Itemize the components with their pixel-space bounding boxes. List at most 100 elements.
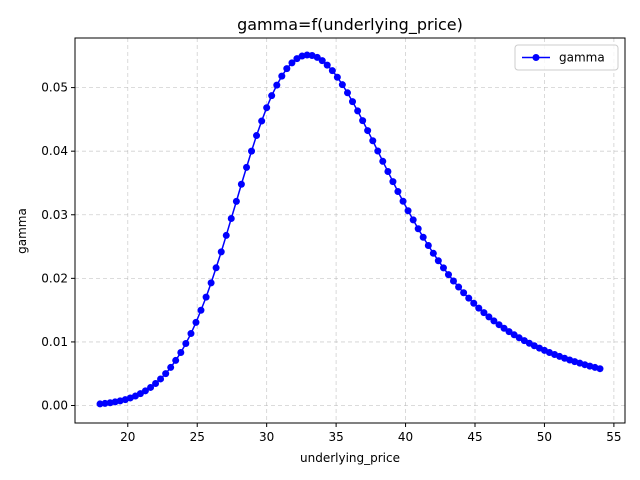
- data-point: [202, 293, 210, 301]
- x-tick-label: 45: [467, 430, 482, 444]
- chart-title: gamma=f(underlying_price): [237, 15, 463, 35]
- y-tick-label: 0.01: [41, 335, 68, 349]
- data-point: [232, 197, 240, 205]
- data-point: [147, 383, 155, 391]
- data-point: [162, 370, 170, 378]
- data-point: [354, 107, 362, 115]
- series-layer: [96, 51, 604, 408]
- data-point: [384, 168, 392, 176]
- data-point: [434, 257, 442, 265]
- data-point: [273, 81, 281, 89]
- data-point: [237, 180, 245, 188]
- legend-box: [514, 44, 619, 71]
- data-point: [394, 188, 402, 196]
- y-tick-label: 0.03: [41, 208, 68, 222]
- y-tick-label: 0.02: [41, 271, 68, 285]
- data-point: [227, 215, 235, 223]
- data-point: [470, 299, 478, 307]
- data-point: [141, 387, 149, 395]
- data-point: [505, 328, 513, 336]
- x-tick-label: 20: [120, 430, 135, 444]
- data-point: [303, 51, 311, 59]
- x-tick-label: 40: [398, 430, 413, 444]
- data-point: [455, 283, 463, 291]
- y-axis-ticks: 0.00 0.01 0.02 0.03 0.04 0.05: [41, 81, 75, 413]
- x-tick-label: 30: [259, 430, 274, 444]
- data-point: [444, 271, 452, 279]
- data-point: [424, 241, 432, 249]
- data-point: [364, 127, 372, 135]
- plot-area-frame: [74, 37, 626, 424]
- data-point: [177, 348, 185, 356]
- data-point: [379, 157, 387, 165]
- data-point: [338, 81, 346, 89]
- legend-marker: [532, 54, 540, 61]
- y-tick-label: 0.04: [41, 144, 68, 158]
- legend: gamma: [514, 44, 619, 71]
- data-point: [248, 147, 256, 155]
- data-point: [222, 231, 230, 239]
- data-point: [596, 365, 604, 373]
- x-tick-label: 50: [537, 430, 552, 444]
- data-point: [212, 264, 220, 272]
- data-point: [399, 197, 407, 205]
- data-point: [485, 313, 493, 321]
- data-point: [419, 233, 427, 241]
- data-point: [409, 216, 417, 224]
- data-point: [263, 104, 271, 112]
- x-tick-label: 55: [606, 430, 621, 444]
- data-point: [101, 399, 109, 407]
- data-point: [359, 117, 367, 125]
- data-point: [495, 321, 503, 329]
- data-point: [258, 117, 266, 125]
- data-point: [374, 147, 382, 155]
- data-point: [369, 137, 377, 145]
- data-point: [243, 163, 251, 171]
- data-point: [278, 72, 286, 80]
- data-point: [313, 53, 321, 61]
- data-point: [167, 363, 175, 371]
- data-point: [157, 375, 165, 383]
- y-axis-label: gamma: [15, 208, 29, 254]
- data-point: [192, 318, 200, 326]
- data-point: [318, 57, 326, 65]
- data-point: [268, 92, 276, 100]
- data-point: [475, 304, 483, 312]
- data-point: [182, 340, 190, 348]
- data-point: [500, 324, 508, 332]
- data-point: [152, 380, 160, 388]
- data-point: [404, 207, 412, 215]
- data-point: [323, 61, 331, 69]
- data-point: [288, 59, 296, 67]
- data-point: [389, 178, 397, 186]
- data-point: [172, 356, 180, 364]
- legend-label: gamma: [559, 51, 605, 65]
- data-point: [439, 264, 447, 272]
- data-point: [344, 89, 351, 97]
- data-point: [449, 277, 457, 285]
- data-point: [349, 98, 356, 106]
- x-tick-label: 25: [190, 430, 205, 444]
- data-point: [465, 294, 473, 302]
- grid-lines: [75, 38, 625, 423]
- data-point: [217, 248, 225, 256]
- y-tick-label: 0.00: [41, 399, 68, 413]
- x-axis-label: underlying_price: [300, 451, 400, 465]
- data-point: [480, 309, 488, 317]
- data-point: [333, 73, 341, 81]
- data-point: [460, 289, 468, 297]
- data-point: [429, 249, 437, 257]
- data-point: [207, 279, 215, 287]
- data-point: [283, 65, 291, 73]
- x-tick-label: 35: [328, 430, 343, 444]
- x-axis-ticks: 20 25 30 35 40 45 50 55: [120, 423, 622, 444]
- data-point: [197, 306, 205, 314]
- data-point: [187, 330, 195, 338]
- data-point: [490, 317, 498, 325]
- data-point: [515, 334, 523, 342]
- y-tick-label: 0.05: [41, 81, 68, 95]
- data-point: [253, 132, 261, 140]
